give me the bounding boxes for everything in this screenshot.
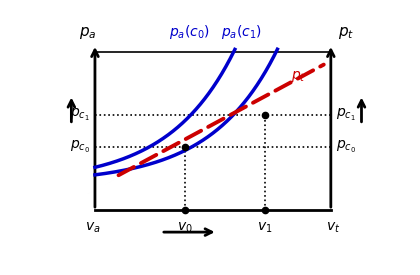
Text: $v_1$: $v_1$: [257, 221, 273, 235]
Text: $p_{c_0}$: $p_{c_0}$: [70, 139, 90, 155]
Text: $p_a$: $p_a$: [79, 25, 97, 41]
Text: $p_a(c_1)$: $p_a(c_1)$: [220, 23, 262, 41]
Text: $p_{c_1}$: $p_{c_1}$: [336, 107, 355, 123]
Text: $p_t$: $p_t$: [291, 68, 306, 84]
Text: $p_{c_0}$: $p_{c_0}$: [336, 139, 356, 155]
Text: $v_0$: $v_0$: [177, 221, 192, 235]
Text: $p_{c_1}$: $p_{c_1}$: [71, 107, 90, 123]
Text: $p_t$: $p_t$: [338, 25, 354, 41]
Text: $v_a$: $v_a$: [85, 221, 100, 235]
Text: $v_t$: $v_t$: [326, 221, 340, 235]
Text: $p_a(c_0)$: $p_a(c_0)$: [169, 23, 210, 41]
